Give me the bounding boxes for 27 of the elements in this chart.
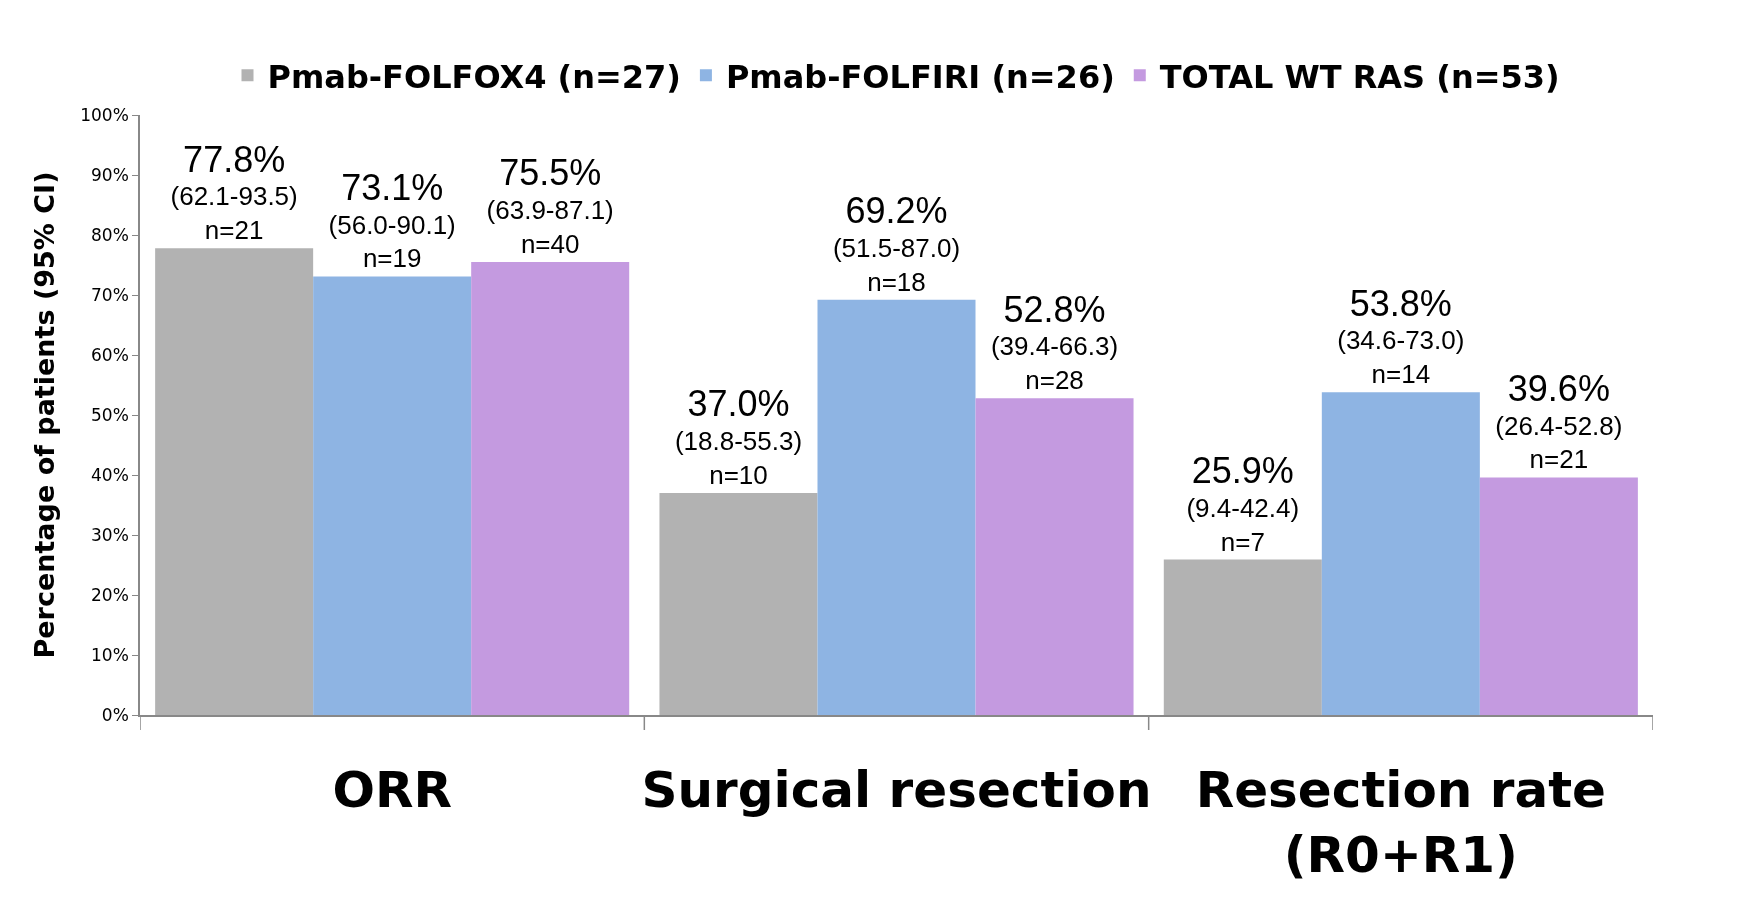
y-tick-label: 100% bbox=[80, 104, 129, 125]
y-tick-label: 70% bbox=[91, 284, 129, 305]
x-tick-label: Surgical resection bbox=[641, 760, 1152, 819]
y-tick-label: 90% bbox=[91, 164, 129, 185]
y-tick-label: 20% bbox=[91, 584, 129, 605]
y-tick-label: 60% bbox=[91, 344, 129, 365]
data-label: 52.8% (39.4-66.3) n=28 bbox=[990, 288, 1119, 396]
x-tick-label: ORR bbox=[332, 760, 452, 819]
data-label: 37.0% (18.8-55.3) n=10 bbox=[674, 383, 803, 490]
y-axis-title: Percentage of patients (95% CI) bbox=[28, 171, 60, 659]
data-label: 53.8% (34.6-73.0) n=14 bbox=[1337, 282, 1465, 390]
y-tick-label: 50% bbox=[91, 404, 129, 425]
y-tick-label: 10% bbox=[91, 644, 129, 665]
data-label: 39.6% (26.4-52.8) n=21 bbox=[1495, 367, 1623, 475]
data-label: 77.8% (62.1-93.5) n=21 bbox=[170, 138, 298, 246]
data-label: 75.5% (63.9-87.1) n=40 bbox=[486, 152, 614, 259]
data-label: 69.2% (51.5-87.0) n=18 bbox=[832, 190, 961, 297]
y-tick-label: 30% bbox=[91, 524, 129, 545]
legend-label: TOTAL WT RAS (n=53) bbox=[1159, 57, 1560, 96]
data-label: 73.1% (56.0-90.1) n=19 bbox=[328, 166, 456, 274]
y-tick-label: 40% bbox=[91, 464, 129, 485]
x-tick-label: Resection rate (R0+R1) bbox=[1195, 760, 1606, 884]
y-tick-label: 0% bbox=[101, 704, 129, 725]
data-label: 25.9% (9.4-42.4) n=7 bbox=[1186, 450, 1300, 557]
y-tick-label: 80% bbox=[91, 224, 129, 245]
legend-label: Pmab-FOLFOX4 (n=27) bbox=[267, 57, 681, 96]
legend-label: Pmab-FOLFIRI (n=26) bbox=[725, 57, 1115, 96]
